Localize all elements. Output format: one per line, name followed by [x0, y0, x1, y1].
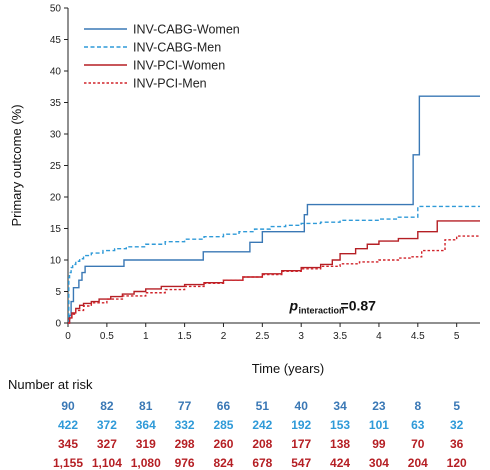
- y-tick-label: 50: [50, 4, 62, 15]
- series-line-inv-pci-men: [68, 235, 480, 324]
- risk-cell: 192: [291, 418, 311, 432]
- risk-cell: 138: [330, 437, 350, 451]
- risk-cell: 422: [58, 418, 78, 432]
- risk-cell: 327: [97, 437, 117, 451]
- risk-cell: 77: [178, 399, 192, 413]
- legend-label: INV-PCI-Men: [133, 77, 207, 91]
- risk-cell: 34: [333, 399, 347, 413]
- risk-cell: 345: [58, 437, 78, 451]
- risk-cell: 99: [372, 437, 386, 451]
- risk-cell: 36: [450, 437, 464, 451]
- legend-label: INV-CABG-Men: [133, 41, 221, 55]
- risk-cell: 298: [175, 437, 195, 451]
- series-line-inv-pci-women: [68, 220, 480, 324]
- risk-cell: 1,104: [92, 456, 122, 470]
- p-value: =0.87: [341, 297, 377, 313]
- risk-cell: 372: [97, 418, 117, 432]
- risk-cell: 63: [411, 418, 425, 432]
- x-tick-label: 2: [221, 331, 227, 342]
- legend-label: INV-CABG-Women: [133, 23, 240, 37]
- risk-cell: 177: [291, 437, 311, 451]
- risk-cell: 70: [411, 437, 425, 451]
- risk-cell: 66: [217, 399, 231, 413]
- p-subscript: interaction: [299, 305, 345, 315]
- x-axis-title: Time (years): [252, 361, 324, 376]
- risk-cell: 23: [372, 399, 386, 413]
- risk-cell: 32: [450, 418, 464, 432]
- risk-cell: 678: [252, 456, 272, 470]
- axes: 0 5 10 15 20 25 30 35 40 45 50 0 0.5 1 1.5 2 2.5 3 3.5 4 4.5…: [9, 4, 480, 376]
- x-tick-label: 3.5: [333, 331, 347, 342]
- legend: INV-CABG-Women INV-CABG-Men INV-PCI-Women I…: [84, 23, 240, 91]
- risk-cell: 208: [252, 437, 272, 451]
- y-tick-label: 0: [55, 319, 61, 330]
- series-line-inv-cabg-women: [68, 95, 480, 324]
- x-tick-label: 1.5: [178, 331, 192, 342]
- y-tick-label: 45: [50, 35, 62, 46]
- p-interaction-annotation: p interaction=0.87: [289, 297, 377, 315]
- y-tick-label: 35: [50, 98, 62, 109]
- y-tick-label: 20: [50, 193, 62, 204]
- risk-cell: 424: [330, 456, 350, 470]
- risk-cell: 1,080: [131, 456, 161, 470]
- risk-cell: 242: [252, 418, 272, 432]
- risk-cell: 304: [369, 456, 389, 470]
- x-tick-label: 3: [298, 331, 304, 342]
- risk-table-title: Number at risk: [8, 377, 93, 392]
- x-tick-label: 0: [65, 331, 71, 342]
- risk-cell: 5: [453, 399, 460, 413]
- risk-cell: 101: [369, 418, 389, 432]
- risk-cell: 547: [291, 456, 311, 470]
- x-tick-label: 5: [454, 331, 460, 342]
- number-at-risk-table: Number at risk 90 82 81 77 66 51 40 34 23 8 5 422 372…: [8, 377, 467, 470]
- y-tick-label: 15: [50, 224, 62, 235]
- risk-cell: 81: [139, 399, 153, 413]
- x-tick-label: 1: [143, 331, 149, 342]
- legend-label: INV-PCI-Women: [133, 59, 225, 73]
- y-axis-title: Primary outcome (%): [9, 104, 24, 226]
- risk-cell: 82: [100, 399, 114, 413]
- x-tick-label: 4: [376, 331, 382, 342]
- risk-cell: 153: [330, 418, 350, 432]
- y-tick-label: 5: [55, 287, 61, 298]
- series-line-inv-cabg-men: [68, 205, 480, 324]
- x-tick-label: 2.5: [255, 331, 269, 342]
- risk-cell: 40: [295, 399, 309, 413]
- risk-cell: 51: [256, 399, 270, 413]
- y-tick-label: 10: [50, 256, 62, 267]
- y-tick-label: 30: [50, 130, 62, 141]
- risk-cell: 1,155: [53, 456, 83, 470]
- risk-cell: 332: [175, 418, 195, 432]
- risk-cell: 90: [61, 399, 75, 413]
- p-symbol: p: [289, 297, 299, 313]
- series-lines: [68, 95, 480, 324]
- risk-cell: 319: [136, 437, 156, 451]
- y-tick-label: 25: [50, 161, 62, 172]
- x-tick-label: 4.5: [411, 331, 425, 342]
- risk-cell: 120: [447, 456, 467, 470]
- risk-cell: 285: [213, 418, 233, 432]
- risk-cell: 260: [213, 437, 233, 451]
- x-tick-label: 0.5: [100, 331, 114, 342]
- risk-cell: 824: [213, 456, 233, 470]
- y-tick-label: 40: [50, 67, 62, 78]
- risk-cell: 364: [136, 418, 156, 432]
- risk-cell: 204: [408, 456, 428, 470]
- risk-cell: 8: [414, 399, 421, 413]
- risk-cell: 976: [175, 456, 195, 470]
